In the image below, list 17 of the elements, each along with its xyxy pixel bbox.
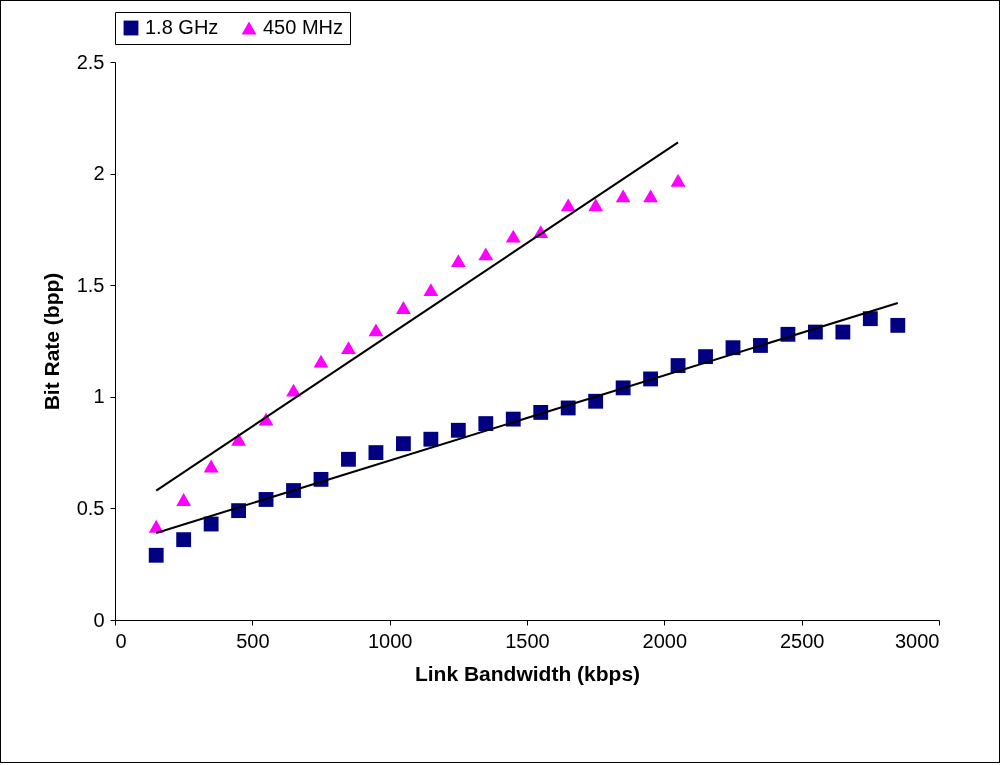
x-tick-label: 0 [115, 629, 127, 652]
y-tick-label: 2.5 [76, 50, 105, 73]
x-axis-title: Link Bandwidth (kbps) [414, 661, 641, 685]
legend-label: 1.8 GHz [145, 16, 219, 38]
legend-label: 450 MHz [263, 16, 344, 38]
y-tick-label: 1 [93, 385, 105, 408]
x-tick-label: 2500 [779, 629, 825, 652]
y-tick-label: 0 [93, 608, 105, 631]
y-tick-label: 0.5 [76, 496, 105, 519]
x-tick-label: 1000 [367, 629, 413, 652]
x-tick-label: 3000 [895, 629, 940, 652]
x-tick-label: 1500 [505, 629, 550, 652]
x-tick-label: 2000 [642, 629, 688, 652]
y-tick-label: 1.5 [76, 273, 105, 296]
x-tick-label: 500 [236, 629, 270, 652]
y-axis-title: Bit Rate (bpp) [39, 272, 63, 411]
y-tick-label: 2 [93, 162, 105, 185]
